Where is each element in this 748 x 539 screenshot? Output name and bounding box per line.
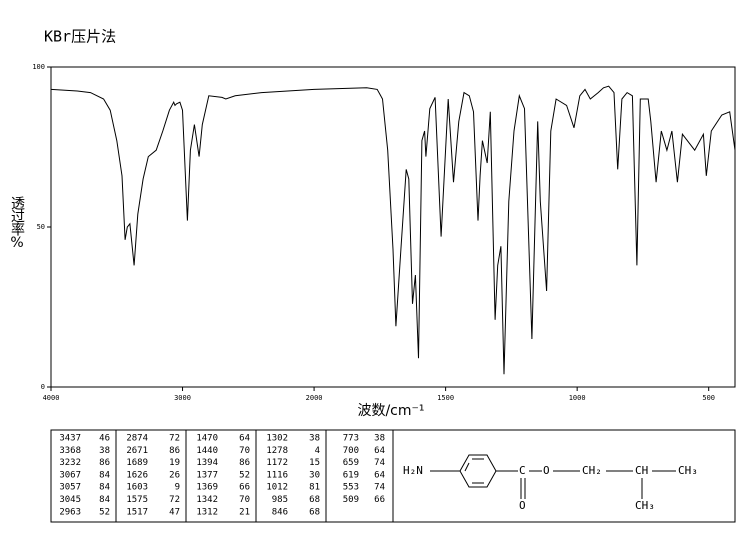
x-tick-label: 3000 xyxy=(174,394,191,402)
peak-wavenumber: 619 xyxy=(343,470,359,480)
peak-wavenumber: 1172 xyxy=(266,458,288,468)
peak-transmittance: 70 xyxy=(239,446,250,456)
peak-wavenumber: 3067 xyxy=(59,470,81,480)
peak-wavenumber: 3057 xyxy=(59,483,81,493)
peak-transmittance: 26 xyxy=(169,470,180,480)
peak-transmittance: 68 xyxy=(309,507,320,517)
peak-wavenumber: 1575 xyxy=(126,495,148,505)
peak-transmittance: 64 xyxy=(239,434,250,444)
peak-wavenumber: 3368 xyxy=(59,446,81,456)
peak-transmittance: 84 xyxy=(99,495,110,505)
peak-wavenumber: 3232 xyxy=(59,458,81,468)
peak-wavenumber: 1312 xyxy=(196,507,218,517)
peak-wavenumber: 553 xyxy=(343,483,359,493)
peak-transmittance: 15 xyxy=(309,458,320,468)
x-tick-label: 4000 xyxy=(43,394,60,402)
x-axis-label: 波数/cm⁻¹ xyxy=(357,403,424,419)
peak-transmittance: 9 xyxy=(175,483,180,493)
y-axis-label: 透过率% xyxy=(9,196,25,250)
atom-label: O xyxy=(519,499,526,512)
peak-transmittance: 74 xyxy=(374,483,385,493)
atom-label: H₂N xyxy=(403,464,423,477)
peak-transmittance: 52 xyxy=(239,470,250,480)
peak-wavenumber: 1377 xyxy=(196,470,218,480)
bond xyxy=(464,462,470,472)
peak-wavenumber: 1470 xyxy=(196,434,218,444)
peak-wavenumber: 985 xyxy=(272,495,288,505)
peak-transmittance: 81 xyxy=(309,483,320,493)
plot-frame xyxy=(50,66,736,388)
peak-wavenumber: 1603 xyxy=(126,483,148,493)
peak-transmittance: 38 xyxy=(374,434,385,444)
peak-wavenumber: 700 xyxy=(343,446,359,456)
peak-wavenumber: 1342 xyxy=(196,495,218,505)
peak-transmittance: 72 xyxy=(169,495,180,505)
peak-transmittance: 21 xyxy=(239,507,250,517)
peak-transmittance: 66 xyxy=(239,483,250,493)
peak-transmittance: 46 xyxy=(99,434,110,444)
peak-wavenumber: 1626 xyxy=(126,470,148,480)
atom-label: CH₃ xyxy=(678,464,698,477)
peak-transmittance: 64 xyxy=(374,446,385,456)
peak-transmittance: 19 xyxy=(169,458,180,468)
peak-transmittance: 74 xyxy=(374,458,385,468)
peak-transmittance: 86 xyxy=(99,458,110,468)
structure: H₂N C O O CH₂ CH CH₃ CH₃ xyxy=(403,454,698,512)
atom-label: O xyxy=(543,464,550,477)
peak-wavenumber: 846 xyxy=(272,507,288,517)
peak-wavenumber: 509 xyxy=(343,495,359,505)
peak-transmittance: 38 xyxy=(309,434,320,444)
peak-wavenumber: 3437 xyxy=(59,434,81,444)
peak-wavenumber: 1116 xyxy=(266,470,288,480)
peak-wavenumber: 1394 xyxy=(196,458,218,468)
peak-transmittance: 4 xyxy=(315,446,320,456)
y-tick-label: 100 xyxy=(32,63,45,71)
atom-label: CH xyxy=(635,464,648,477)
peak-wavenumber: 2671 xyxy=(126,446,148,456)
y-tick-label: 50 xyxy=(37,223,45,231)
peak-wavenumber: 1689 xyxy=(126,458,148,468)
x-tick-label: 500 xyxy=(702,394,715,402)
peak-wavenumber: 1369 xyxy=(196,483,218,493)
spectrum-line xyxy=(50,85,736,375)
peak-wavenumber: 1278 xyxy=(266,446,288,456)
peak-wavenumber: 659 xyxy=(343,458,359,468)
peak-transmittance: 64 xyxy=(374,470,385,480)
atom-label: CH₂ xyxy=(582,464,602,477)
peak-transmittance: 70 xyxy=(239,495,250,505)
peak-wavenumber: 1012 xyxy=(266,483,288,493)
peak-wavenumber: 1517 xyxy=(126,507,148,517)
peak-transmittance: 38 xyxy=(99,446,110,456)
peak-transmittance: 66 xyxy=(374,495,385,505)
peak-wavenumber: 773 xyxy=(343,434,359,444)
atom-label: CH₃ xyxy=(635,499,655,512)
peak-transmittance: 84 xyxy=(99,483,110,493)
peak-wavenumber: 2874 xyxy=(126,434,148,444)
peak-wavenumber: 2963 xyxy=(59,507,81,517)
peak-wavenumber: 1440 xyxy=(196,446,218,456)
y-tick-label: 0 xyxy=(41,383,45,391)
peak-transmittance: 68 xyxy=(309,495,320,505)
peak-wavenumber: 1302 xyxy=(266,434,288,444)
peak-transmittance: 30 xyxy=(309,470,320,480)
atom-label: C xyxy=(519,464,526,477)
x-tick-label: 1500 xyxy=(437,394,454,402)
peak-transmittance: 84 xyxy=(99,470,110,480)
peak-transmittance: 86 xyxy=(169,446,180,456)
peak-transmittance: 72 xyxy=(169,434,180,444)
peak-transmittance: 86 xyxy=(239,458,250,468)
peak-transmittance: 52 xyxy=(99,507,110,517)
x-tick-label: 1000 xyxy=(569,394,586,402)
x-tick-label: 2000 xyxy=(306,394,323,402)
peak-wavenumber: 3045 xyxy=(59,495,81,505)
chart-title: KBr压片法 xyxy=(44,28,116,46)
peak-transmittance: 47 xyxy=(169,507,180,517)
